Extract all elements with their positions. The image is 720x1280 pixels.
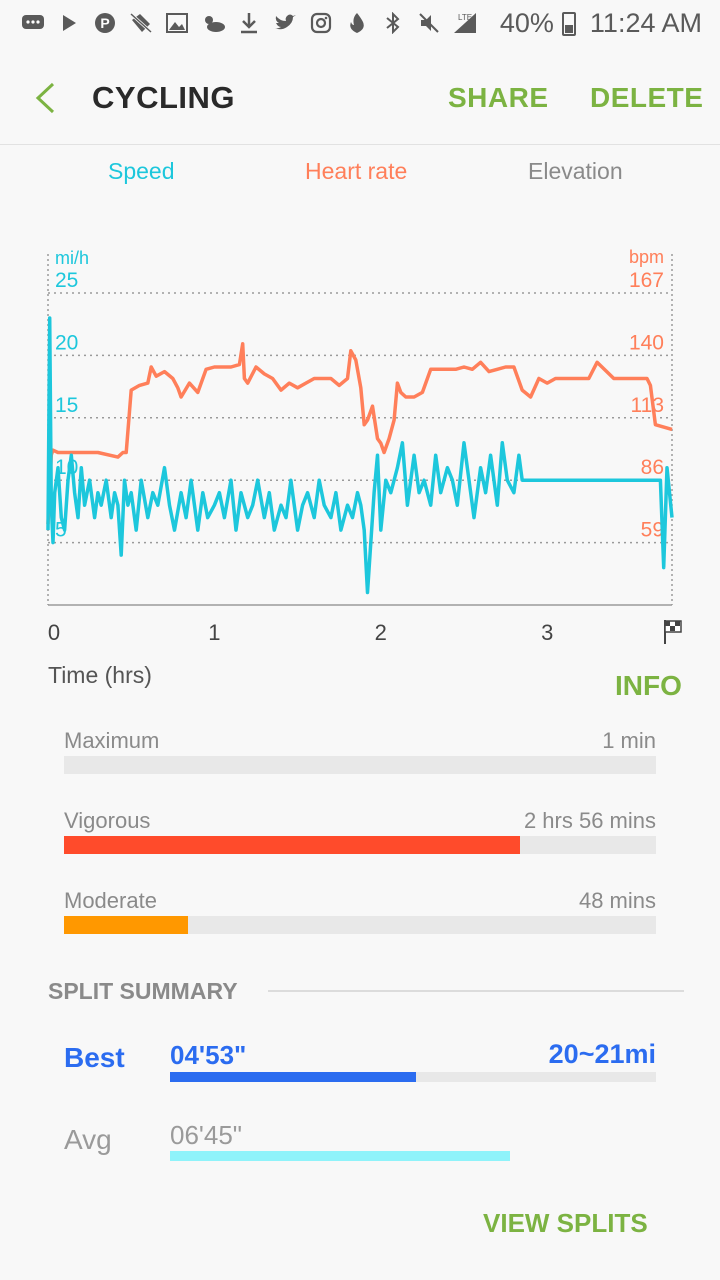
left-tick-label: 25 <box>55 269 78 292</box>
back-button[interactable] <box>28 78 62 118</box>
zone-label: Moderate <box>64 888 157 913</box>
download-icon <box>236 10 262 36</box>
split-best-label: Best <box>64 1042 125 1073</box>
tag-off-icon <box>128 10 154 36</box>
zone-value: 48 mins <box>578 888 656 913</box>
tab-elevation[interactable]: Elevation <box>528 158 623 184</box>
right-tick-label: 86 <box>641 456 664 479</box>
zone-value: 1 min <box>602 728 656 753</box>
zone-label: Vigorous <box>64 808 151 833</box>
zone-bar <box>64 756 656 774</box>
tab-speed[interactable]: Speed <box>108 158 175 184</box>
split-summary-title: SPLIT SUMMARY <box>48 978 238 1004</box>
right-tick-label: 59 <box>641 519 664 542</box>
right-tick-label: 167 <box>629 269 664 292</box>
speed-heart-rate-chart: 5 10 15 20 25 59 86 113 140 167 mi/h bpm 0 1 2 3 <box>0 230 720 650</box>
info-button[interactable]: INFO <box>615 670 682 701</box>
speed-line <box>46 316 674 595</box>
app-header: CYCLING SHARE DELETE <box>0 50 720 145</box>
message-icon <box>20 10 46 36</box>
bluetooth-icon <box>380 10 406 36</box>
split-best-bar-fill <box>170 1072 416 1082</box>
zone-bar <box>64 916 656 934</box>
split-avg-bar-fill <box>170 1151 511 1161</box>
finish-flag-icon <box>664 620 682 644</box>
tab-heart-rate[interactable]: Heart rate <box>305 158 408 184</box>
instagram-icon <box>308 10 334 36</box>
left-tick-label: 5 <box>55 519 67 542</box>
right-axis-unit: bpm <box>629 247 664 267</box>
left-tick-label: 20 <box>55 331 78 354</box>
split-avg-time: 06'45" <box>170 1120 243 1150</box>
x-tick-label: 1 <box>208 620 220 645</box>
zone-bar <box>64 836 656 854</box>
left-axis-unit: mi/h <box>55 248 89 268</box>
notification-icons: P LTE <box>20 10 478 36</box>
twitter-icon <box>272 10 298 36</box>
split-avg-label: Avg <box>64 1124 112 1155</box>
zone-value: 2 hrs 56 mins <box>523 808 656 833</box>
signal-icon: LTE <box>452 10 478 36</box>
view-splits-button[interactable]: VIEW SPLITS <box>483 1208 648 1238</box>
x-axis-title: Time (hrs) <box>48 662 152 688</box>
zone-bar-fill <box>64 916 189 934</box>
battery-percent: 40% <box>499 8 554 38</box>
svg-text:P: P <box>100 15 109 31</box>
split-best-bar <box>170 1072 656 1082</box>
split-best-distance: 20~21mi <box>548 1039 656 1069</box>
delete-button[interactable]: DELETE <box>590 82 704 113</box>
play-icon <box>56 10 82 36</box>
heart-rate-line <box>46 342 673 525</box>
x-tick-label: 3 <box>541 620 553 645</box>
divider <box>268 990 684 992</box>
weather-icon <box>200 10 226 36</box>
tinder-icon <box>344 10 370 36</box>
zone-bar-fill <box>64 836 520 854</box>
network-label: LTE <box>458 13 472 22</box>
right-tick-label: 113 <box>631 394 664 417</box>
clock: 11:24 AM <box>589 8 702 38</box>
chart-tabs: Speed Heart rate Elevation <box>0 150 720 190</box>
split-best-time: 04'53" <box>170 1040 247 1070</box>
x-tick-label: 2 <box>375 620 387 645</box>
status-bar: P LTE 40% <box>0 0 720 50</box>
battery-icon <box>561 11 576 36</box>
x-tick-label: 0 <box>48 620 60 645</box>
zone-label: Maximum <box>64 728 160 753</box>
left-tick-label: 15 <box>55 394 78 417</box>
pinterest-icon: P <box>92 10 118 36</box>
page-title: CYCLING <box>92 80 235 115</box>
split-avg-bar <box>170 1151 656 1161</box>
right-tick-label: 140 <box>629 331 664 354</box>
mute-icon <box>416 10 442 36</box>
chevron-left-icon <box>35 82 55 114</box>
share-button[interactable]: SHARE <box>448 82 549 113</box>
image-icon <box>164 10 190 36</box>
